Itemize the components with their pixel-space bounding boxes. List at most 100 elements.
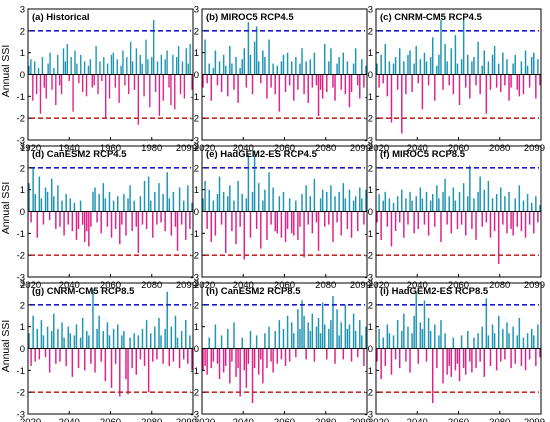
bar-2056 [450,48,453,75]
bar-2053 [96,328,98,349]
bar-2033 [403,61,405,75]
bar-1950 [85,74,88,97]
bar-2030 [48,211,51,221]
bar-2091 [522,200,525,212]
bar-2042 [421,328,424,349]
bar-2054 [446,348,448,375]
bar-2059 [108,335,111,349]
bar-2040 [243,211,246,260]
x-tick-label: 2040 [233,143,254,154]
y-tick-label: -1 [191,366,199,377]
bar-2094 [354,196,357,212]
x-tick-label: 2060 [274,417,295,422]
bar-2097 [361,335,363,349]
bar-1982 [147,59,149,75]
panel-title: (e) HadGEM2-ES RCP4.5 [206,149,318,160]
bar-2089 [344,304,347,349]
bar-2093 [526,194,529,212]
bar-2092 [524,50,527,75]
bar-2079 [497,63,500,75]
bar-2070 [305,185,307,212]
bar-2020 [202,74,204,88]
bar-2053 [444,178,446,212]
bar-2078 [321,189,324,212]
bar-2055 [100,211,102,234]
bar-2056 [276,211,279,234]
y-tick-label: 0 [194,344,199,355]
y-tick-label: -2 [365,251,373,262]
bar-2048 [434,74,436,101]
bar-2022 [32,167,34,212]
bar-2090 [346,328,349,349]
bar-2091 [348,74,351,108]
bar-2051 [440,320,442,349]
bar-2087 [514,348,516,364]
bar-2054 [446,61,448,75]
bar-1985 [152,19,155,75]
bar-2084 [508,74,510,101]
bar-2052 [268,39,270,75]
bar-2046 [429,57,432,75]
bar-2099 [539,74,541,86]
bar-2083 [506,211,508,234]
bar-2050 [90,348,92,364]
y-tick-label: 1 [194,322,199,333]
y-tick-label: -1 [365,229,373,240]
bar-2053 [444,43,446,75]
bar-2021 [30,211,32,223]
bar-2023 [382,337,384,349]
bar-2086 [164,211,166,232]
bar-2096 [359,187,361,212]
bar-2033 [55,348,57,364]
bar-2088 [168,348,171,366]
bar-2037 [411,74,413,92]
bar-2050 [264,57,266,75]
bar-2058 [454,35,457,75]
bar-2022 [206,74,208,84]
y-tick-label: -3 [365,273,373,284]
y-tick-label: 0 [20,207,25,218]
bar-2031 [398,211,401,223]
bar-2069 [477,41,479,75]
x-tick-label: 2020 [194,143,215,154]
y-tick-label: -1 [17,366,25,377]
bar-2034 [405,74,407,95]
bar-2092 [176,337,179,349]
y-tick-label: -2 [17,388,25,399]
x-tick-label: 2099 [524,417,545,422]
bar-2058 [106,322,109,349]
bar-2073 [485,74,488,114]
bar-2079 [323,211,326,227]
bar-2028 [392,63,395,75]
bar-2067 [299,211,301,227]
bar-2027 [216,194,219,212]
bar-1925 [37,67,40,75]
bar-2056 [102,183,105,212]
bar-2062 [288,74,291,86]
x-tick-label: 2080 [315,143,336,154]
bar-2091 [348,189,351,212]
bar-2062 [462,348,465,369]
bar-2066 [297,74,299,90]
bar-2029 [394,211,397,232]
bar-2042 [421,74,424,110]
bar-2021 [204,180,206,212]
bar-1999 [179,74,182,95]
bar-1986 [154,74,157,92]
bar-2039 [241,194,243,212]
bar-1968 [120,65,122,75]
bar-2028 [392,202,395,212]
bar-2062 [288,198,291,212]
bar-2034 [405,198,407,212]
bar-2048 [434,211,436,227]
bar-2089 [170,211,173,236]
bar-2081 [502,211,504,225]
bar-1981 [145,39,147,75]
panel-title: (b) MIROC5 RCP4.5 [206,12,294,23]
bar-2089 [170,326,173,349]
bar-2066 [297,309,299,349]
bar-2031 [50,331,53,349]
bar-2030 [222,348,225,373]
